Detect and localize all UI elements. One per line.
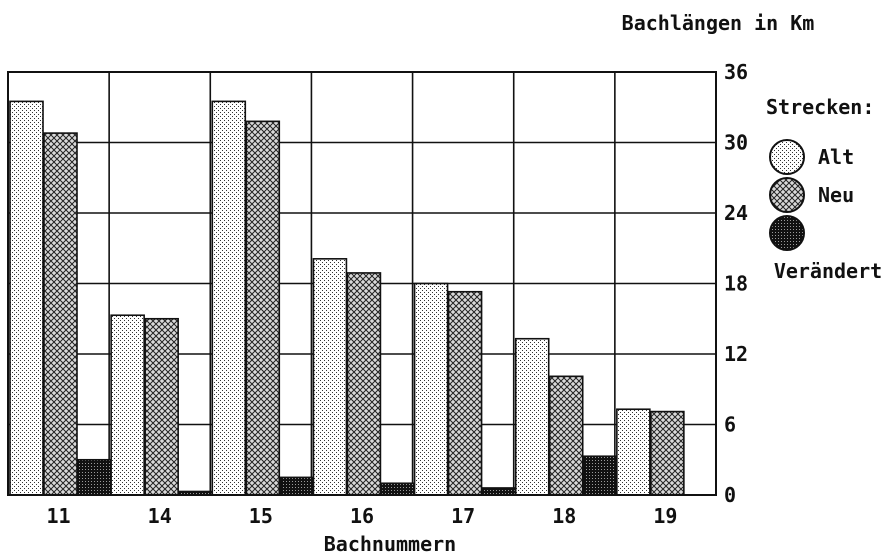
bar-ver-ndert-16 <box>380 482 416 496</box>
legend-label-neu: Neu <box>818 183 854 207</box>
y-tick-label: 36 <box>724 60 748 84</box>
bar-neu-15 <box>245 120 281 496</box>
y-tick-label: 30 <box>724 131 748 155</box>
x-tick-label: 17 <box>451 504 475 528</box>
legend-label-ver-ndert: Verändert <box>774 259 882 283</box>
bar-neu-17 <box>447 290 483 496</box>
chart-title: Bachlängen in Km <box>622 11 815 35</box>
bar-ver-ndert-18 <box>582 455 618 496</box>
bar-alt-15 <box>211 100 247 496</box>
bar-neu-19 <box>650 410 685 496</box>
bar-alt-14 <box>110 314 145 496</box>
legend-swatch-ver-ndert <box>769 215 805 251</box>
x-tick-label: 14 <box>148 504 172 528</box>
bar-neu-16 <box>346 272 382 496</box>
x-tick-label: 11 <box>47 504 71 528</box>
plot-frame <box>7 71 717 496</box>
x-tick-label: 18 <box>552 504 576 528</box>
plot-border <box>7 71 717 496</box>
legend: Strecken: Alt Neu Verändert <box>766 95 882 283</box>
bar-alt-17 <box>413 282 449 496</box>
legend-swatch-neu <box>769 177 805 213</box>
y-tick-label: 6 <box>724 413 736 437</box>
bar-ver-ndert-15 <box>279 476 315 496</box>
bar-alt-18 <box>514 337 550 496</box>
x-axis-label: Bachnummern <box>324 532 456 556</box>
x-tick-label: 15 <box>249 504 273 528</box>
legend-label-alt: Alt <box>818 145 854 169</box>
legend-title: Strecken: <box>766 95 874 119</box>
y-tick-label: 18 <box>724 272 748 296</box>
y-tick-label: 12 <box>724 342 748 366</box>
y-tick-label: 0 <box>724 483 736 507</box>
bar-alt-11 <box>9 100 44 496</box>
bar-neu-14 <box>144 317 179 496</box>
bar-neu-18 <box>548 375 584 496</box>
legend-swatch-alt <box>769 139 805 175</box>
x-tick-label: 19 <box>653 504 677 528</box>
bar-ver-ndert-17 <box>481 487 517 496</box>
y-axis-ticks: 0 6 12 18 24 30 36 <box>724 60 748 507</box>
y-tick-label: 24 <box>724 201 748 225</box>
bar-layer <box>9 100 685 496</box>
x-tick-label: 16 <box>350 504 374 528</box>
bar-alt-19 <box>616 408 651 496</box>
x-axis-ticks: 11 14 15 16 17 18 19 <box>47 504 678 528</box>
legend-items: Alt Neu Verändert <box>769 139 882 283</box>
bar-ver-ndert-11 <box>77 458 112 496</box>
bar-neu-11 <box>43 132 78 496</box>
bar-alt-16 <box>312 258 348 496</box>
